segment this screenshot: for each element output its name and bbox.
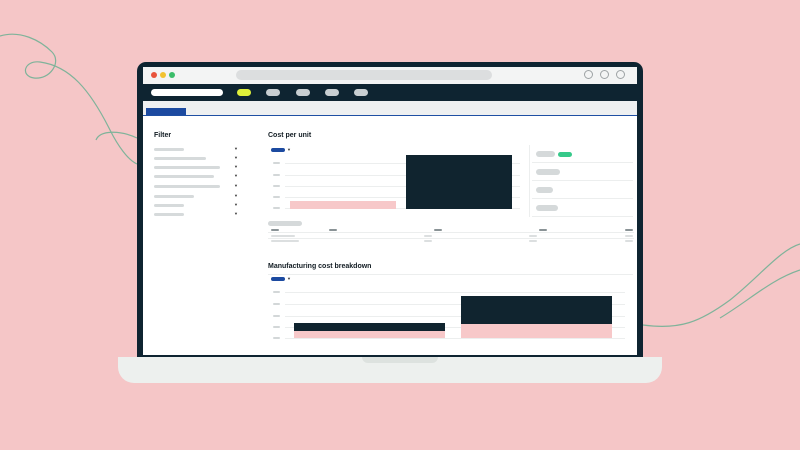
y-tick [273,337,280,339]
gridline [285,186,520,187]
filter-row[interactable] [154,166,220,169]
breakdown-title: Manufacturing cost breakdown [268,263,372,270]
table-cell [424,240,432,242]
tab-active[interactable] [146,108,186,115]
caret-down-icon[interactable]: ▼ [234,155,238,160]
stacked-bar-pink[interactable] [461,324,612,338]
window-close-icon[interactable] [151,72,157,78]
side-separator [532,198,633,199]
y-tick [273,196,280,198]
circle-control-icon[interactable] [616,70,625,79]
filter-row[interactable] [154,195,194,198]
window-maximize-icon[interactable] [169,72,175,78]
circle-control-icon[interactable] [600,70,609,79]
table-header-cell [625,229,633,231]
laptop-base-notch [362,357,438,363]
table-cell [625,240,633,242]
filter-row[interactable] [154,148,184,151]
nav-item[interactable] [296,89,310,96]
table-cell [271,240,299,242]
side-metric [536,187,553,193]
filter-row[interactable] [154,204,184,207]
gridline [285,163,520,164]
y-tick [273,303,280,305]
gridline [285,338,625,339]
gridline [285,316,625,317]
gridline [285,327,625,328]
y-tick [273,315,280,317]
filter-row[interactable] [154,213,184,216]
table-header-cell [329,229,337,231]
filter-row[interactable] [154,157,206,160]
nav-item[interactable] [325,89,339,96]
gridline [268,274,633,275]
filter-row[interactable] [154,185,220,188]
table-cell [424,235,432,237]
bar-pink[interactable] [290,201,396,209]
stacked-bar-dark[interactable] [294,323,445,331]
gridline [285,197,520,198]
stacked-bar-dark[interactable] [461,296,612,324]
caret-down-icon[interactable]: ▼ [234,202,238,207]
gridline [285,208,520,209]
table-cell [529,240,537,242]
nav-item-active[interactable] [237,89,251,96]
stacked-bar-pink[interactable] [294,331,445,338]
laptop-screen: Filter ▼ ▼ ▼ ▼ ▼ ▼ ▼ ▼ Cost per unit ▼ [143,67,637,355]
side-separator [532,162,633,163]
app-nav-bar [143,84,637,101]
status-badge [558,152,572,157]
address-bar[interactable] [236,70,492,80]
nav-item[interactable] [354,89,368,96]
nav-search-input[interactable] [151,89,223,96]
series-selector[interactable] [271,277,285,281]
caret-down-icon[interactable]: ▼ [287,147,291,152]
side-separator [532,216,633,217]
y-tick [273,162,280,164]
side-metric [536,151,555,157]
browser-title-bar [143,67,637,85]
y-tick [273,326,280,328]
side-separator [532,180,633,181]
filter-title: Filter [154,132,172,139]
y-tick [273,174,280,176]
caret-down-icon[interactable]: ▼ [234,193,238,198]
filter-row[interactable] [154,175,214,178]
caret-down-icon[interactable]: ▼ [234,164,238,169]
table-rule [268,238,634,239]
caret-down-icon[interactable]: ▼ [234,211,238,216]
y-tick [273,291,280,293]
caret-down-icon[interactable]: ▼ [234,146,238,151]
side-metric [536,205,558,211]
nav-item[interactable] [266,89,280,96]
table-header-cell [434,229,442,231]
window-minimize-icon[interactable] [160,72,166,78]
table-rule [268,232,634,233]
cost-per-unit-title: Cost per unit [268,132,312,139]
table-heading [268,221,302,226]
side-metric [536,169,560,175]
caret-down-icon[interactable]: ▼ [234,183,238,188]
table-header-cell [271,229,279,231]
table-cell [271,235,295,237]
table-cell [529,235,537,237]
tab-bar [143,101,637,116]
table-cell [625,235,633,237]
y-tick [273,207,280,209]
circle-control-icon[interactable] [584,70,593,79]
side-divider [529,145,530,217]
bar-dark[interactable] [406,155,512,209]
gridline [285,304,625,305]
gridline [285,292,625,293]
caret-down-icon[interactable]: ▼ [287,276,291,281]
gridline [285,175,520,176]
table-header-cell [539,229,547,231]
series-selector[interactable] [271,148,285,152]
caret-down-icon[interactable]: ▼ [234,173,238,178]
y-tick [273,185,280,187]
